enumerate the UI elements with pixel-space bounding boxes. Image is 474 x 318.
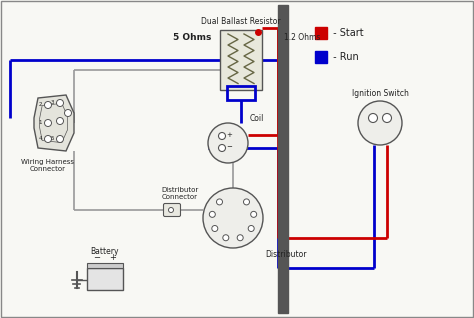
Text: 1: 1: [38, 121, 42, 126]
Text: - Run: - Run: [330, 52, 359, 62]
Text: Distributor: Distributor: [265, 250, 307, 259]
Text: Wiring Harness
Connector: Wiring Harness Connector: [21, 159, 74, 172]
Text: Ignition Switch: Ignition Switch: [352, 89, 409, 98]
Text: −: −: [93, 253, 100, 262]
Circle shape: [45, 101, 52, 108]
Text: 5 Ohms: 5 Ohms: [173, 33, 211, 43]
Circle shape: [223, 235, 229, 241]
Bar: [315, 51, 327, 63]
Circle shape: [368, 114, 377, 122]
Circle shape: [358, 101, 402, 145]
Bar: [315, 27, 327, 39]
Circle shape: [45, 135, 52, 142]
Text: Distributor
Connector: Distributor Connector: [161, 187, 199, 200]
Text: - Start: - Start: [330, 28, 364, 38]
Polygon shape: [39, 103, 67, 142]
Circle shape: [248, 225, 254, 232]
Circle shape: [251, 211, 257, 218]
Circle shape: [208, 123, 248, 163]
Circle shape: [212, 225, 218, 232]
Text: 3: 3: [50, 100, 54, 106]
Text: Coil: Coil: [250, 114, 264, 123]
Bar: [278, 5, 288, 313]
Text: 2: 2: [38, 102, 42, 107]
Polygon shape: [34, 95, 74, 151]
Circle shape: [56, 135, 64, 142]
Text: 1.2 Ohms: 1.2 Ohms: [284, 33, 320, 43]
Bar: [220, 30, 262, 90]
Circle shape: [45, 120, 52, 127]
Circle shape: [56, 100, 64, 107]
Circle shape: [219, 133, 226, 140]
Circle shape: [217, 199, 222, 205]
Bar: [87, 268, 123, 290]
Text: −: −: [226, 144, 232, 150]
Text: Battery: Battery: [91, 247, 119, 256]
Circle shape: [168, 208, 173, 212]
Circle shape: [219, 144, 226, 151]
Text: Dual Ballast Resistor: Dual Ballast Resistor: [201, 17, 281, 26]
Bar: [87, 263, 123, 268]
Circle shape: [383, 114, 392, 122]
Text: 5: 5: [50, 136, 54, 142]
Circle shape: [56, 117, 64, 125]
Text: 4: 4: [38, 136, 42, 142]
Text: +: +: [109, 253, 117, 262]
Circle shape: [237, 235, 243, 241]
Circle shape: [203, 188, 263, 248]
Bar: [227, 86, 255, 100]
Circle shape: [244, 199, 249, 205]
Circle shape: [64, 109, 72, 116]
Text: +: +: [226, 132, 232, 138]
Circle shape: [210, 211, 215, 218]
FancyBboxPatch shape: [164, 204, 181, 217]
